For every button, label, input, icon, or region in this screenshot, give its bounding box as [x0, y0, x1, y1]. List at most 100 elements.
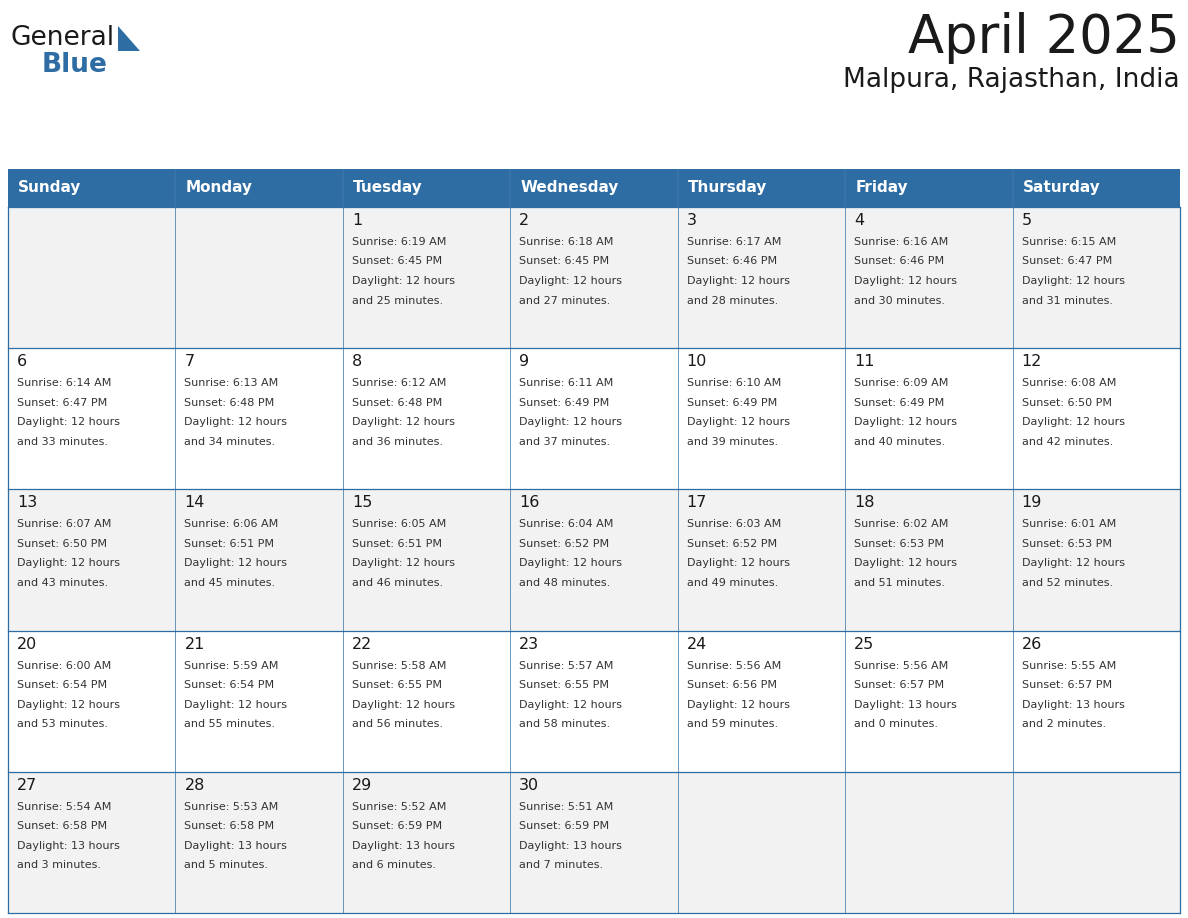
- Bar: [511, 489, 677, 631]
- Text: Sunset: 6:45 PM: Sunset: 6:45 PM: [519, 256, 609, 266]
- Text: Daylight: 12 hours: Daylight: 12 hours: [687, 700, 790, 710]
- Text: 18: 18: [854, 496, 874, 510]
- Text: Sunset: 6:58 PM: Sunset: 6:58 PM: [184, 822, 274, 832]
- Text: Daylight: 12 hours: Daylight: 12 hours: [184, 558, 287, 568]
- Text: Daylight: 12 hours: Daylight: 12 hours: [519, 700, 623, 710]
- Text: and 27 minutes.: and 27 minutes.: [519, 296, 611, 306]
- Bar: [677, 489, 845, 631]
- Text: and 37 minutes.: and 37 minutes.: [519, 437, 611, 447]
- Bar: [1012, 489, 1180, 631]
- Text: 13: 13: [17, 496, 37, 510]
- Text: 28: 28: [184, 778, 204, 793]
- Bar: [176, 772, 343, 913]
- Text: Sunset: 6:51 PM: Sunset: 6:51 PM: [352, 539, 442, 549]
- Text: Sunrise: 5:51 AM: Sunrise: 5:51 AM: [519, 801, 613, 812]
- Bar: [677, 631, 845, 772]
- Text: and 43 minutes.: and 43 minutes.: [17, 578, 108, 588]
- Text: Sunset: 6:51 PM: Sunset: 6:51 PM: [184, 539, 274, 549]
- Text: Sunset: 6:59 PM: Sunset: 6:59 PM: [352, 822, 442, 832]
- Text: Sunrise: 5:56 AM: Sunrise: 5:56 AM: [687, 661, 781, 671]
- Text: 24: 24: [687, 636, 707, 652]
- Text: 25: 25: [854, 636, 874, 652]
- Text: Sunrise: 6:03 AM: Sunrise: 6:03 AM: [687, 520, 781, 530]
- Text: 26: 26: [1022, 636, 1042, 652]
- Text: and 6 minutes.: and 6 minutes.: [352, 860, 436, 870]
- Text: Daylight: 12 hours: Daylight: 12 hours: [687, 276, 790, 286]
- Text: Sunrise: 5:53 AM: Sunrise: 5:53 AM: [184, 801, 279, 812]
- Bar: [1012, 772, 1180, 913]
- Text: Sunrise: 6:04 AM: Sunrise: 6:04 AM: [519, 520, 614, 530]
- Text: Sunset: 6:47 PM: Sunset: 6:47 PM: [17, 397, 107, 408]
- Bar: [176, 348, 343, 489]
- Text: 2: 2: [519, 213, 530, 228]
- Text: Daylight: 13 hours: Daylight: 13 hours: [352, 841, 455, 851]
- Text: Sunset: 6:58 PM: Sunset: 6:58 PM: [17, 822, 107, 832]
- Text: 22: 22: [352, 636, 372, 652]
- Text: Daylight: 12 hours: Daylight: 12 hours: [352, 558, 455, 568]
- Text: and 0 minutes.: and 0 minutes.: [854, 719, 939, 729]
- Text: Daylight: 13 hours: Daylight: 13 hours: [184, 841, 287, 851]
- Bar: [176, 489, 343, 631]
- Text: Daylight: 13 hours: Daylight: 13 hours: [519, 841, 623, 851]
- Text: and 3 minutes.: and 3 minutes.: [17, 860, 101, 870]
- Text: and 52 minutes.: and 52 minutes.: [1022, 578, 1113, 588]
- Bar: [1012, 207, 1180, 348]
- Text: 23: 23: [519, 636, 539, 652]
- Text: 15: 15: [352, 496, 372, 510]
- Text: and 51 minutes.: and 51 minutes.: [854, 578, 946, 588]
- Text: Daylight: 12 hours: Daylight: 12 hours: [854, 417, 958, 427]
- Text: Daylight: 13 hours: Daylight: 13 hours: [17, 841, 120, 851]
- Text: Daylight: 12 hours: Daylight: 12 hours: [1022, 417, 1125, 427]
- Text: and 59 minutes.: and 59 minutes.: [687, 719, 778, 729]
- Text: Sunrise: 6:02 AM: Sunrise: 6:02 AM: [854, 520, 948, 530]
- Bar: [8, 772, 176, 913]
- Text: Sunset: 6:55 PM: Sunset: 6:55 PM: [519, 680, 609, 690]
- Text: Sunrise: 6:01 AM: Sunrise: 6:01 AM: [1022, 520, 1116, 530]
- Text: Daylight: 12 hours: Daylight: 12 hours: [352, 700, 455, 710]
- Text: Sunrise: 6:11 AM: Sunrise: 6:11 AM: [519, 378, 613, 388]
- Text: Sunrise: 6:16 AM: Sunrise: 6:16 AM: [854, 237, 948, 247]
- Text: Sunday: Sunday: [18, 181, 81, 196]
- Text: 14: 14: [184, 496, 204, 510]
- Text: Sunset: 6:45 PM: Sunset: 6:45 PM: [352, 256, 442, 266]
- Text: Sunset: 6:53 PM: Sunset: 6:53 PM: [1022, 539, 1112, 549]
- Text: Daylight: 12 hours: Daylight: 12 hours: [184, 700, 287, 710]
- Text: and 46 minutes.: and 46 minutes.: [352, 578, 443, 588]
- Text: Daylight: 12 hours: Daylight: 12 hours: [1022, 558, 1125, 568]
- Text: Friday: Friday: [855, 181, 908, 196]
- Text: Sunset: 6:52 PM: Sunset: 6:52 PM: [687, 539, 777, 549]
- Text: and 42 minutes.: and 42 minutes.: [1022, 437, 1113, 447]
- Text: 3: 3: [687, 213, 696, 228]
- Text: Sunrise: 6:00 AM: Sunrise: 6:00 AM: [17, 661, 112, 671]
- Text: 5: 5: [1022, 213, 1031, 228]
- Text: 10: 10: [687, 354, 707, 369]
- Bar: [677, 772, 845, 913]
- Text: Sunset: 6:50 PM: Sunset: 6:50 PM: [1022, 397, 1112, 408]
- Bar: [343, 348, 511, 489]
- Text: Sunrise: 6:18 AM: Sunrise: 6:18 AM: [519, 237, 614, 247]
- Text: Monday: Monday: [185, 181, 252, 196]
- Text: Sunrise: 6:17 AM: Sunrise: 6:17 AM: [687, 237, 781, 247]
- Text: 21: 21: [184, 636, 204, 652]
- Bar: [8, 631, 176, 772]
- Bar: [1012, 631, 1180, 772]
- Text: Sunrise: 6:07 AM: Sunrise: 6:07 AM: [17, 520, 112, 530]
- Text: and 39 minutes.: and 39 minutes.: [687, 437, 778, 447]
- Bar: [343, 772, 511, 913]
- Text: and 30 minutes.: and 30 minutes.: [854, 296, 946, 306]
- Text: Daylight: 12 hours: Daylight: 12 hours: [17, 700, 120, 710]
- Text: General: General: [10, 25, 114, 51]
- Text: and 48 minutes.: and 48 minutes.: [519, 578, 611, 588]
- Text: and 25 minutes.: and 25 minutes.: [352, 296, 443, 306]
- Text: Daylight: 12 hours: Daylight: 12 hours: [184, 417, 287, 427]
- Text: Daylight: 12 hours: Daylight: 12 hours: [17, 417, 120, 427]
- Text: Daylight: 13 hours: Daylight: 13 hours: [1022, 700, 1125, 710]
- Text: Daylight: 12 hours: Daylight: 12 hours: [854, 276, 958, 286]
- Text: and 56 minutes.: and 56 minutes.: [352, 719, 443, 729]
- Text: 16: 16: [519, 496, 539, 510]
- Text: Sunrise: 5:52 AM: Sunrise: 5:52 AM: [352, 801, 447, 812]
- Text: Sunset: 6:48 PM: Sunset: 6:48 PM: [352, 397, 442, 408]
- Bar: [343, 631, 511, 772]
- Bar: [511, 207, 677, 348]
- Bar: [8, 169, 1180, 207]
